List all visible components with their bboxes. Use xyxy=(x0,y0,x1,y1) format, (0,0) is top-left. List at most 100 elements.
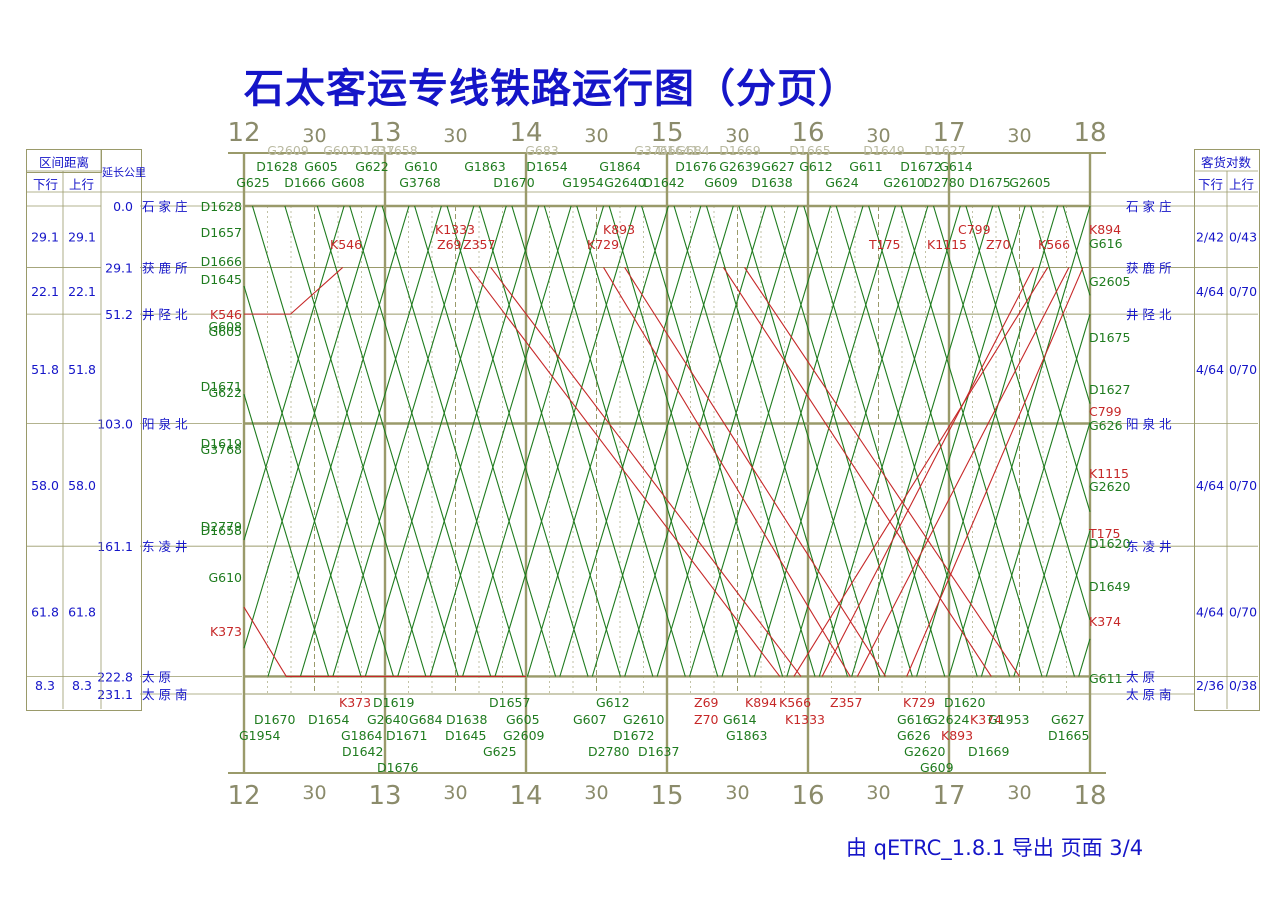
train-label-bottom: G607 xyxy=(573,712,607,727)
train-label-inner: K1333 xyxy=(435,222,475,237)
train-label-top-faded: G3766 xyxy=(634,143,676,158)
train-label-top: D1666 xyxy=(284,175,325,190)
train-label-inner: T175 xyxy=(868,237,901,252)
train-line-up xyxy=(1013,422,1091,677)
train-line-down xyxy=(673,205,816,677)
station-name-right: 阳 泉 北 xyxy=(1126,416,1172,431)
train-line-up xyxy=(883,205,1026,677)
station-name-left: 石 家 庄 xyxy=(142,199,187,214)
train-label-left: D1619 xyxy=(201,436,242,451)
train-label-bottom: G612 xyxy=(596,695,630,710)
down-header: 下行 xyxy=(33,177,59,192)
train-label-top: G624 xyxy=(825,175,859,190)
train-line-up xyxy=(397,205,540,677)
train-label-top-faded: D1637 xyxy=(353,143,394,158)
half-hour-tick-label-top: 30 xyxy=(443,125,467,147)
train-line-down xyxy=(900,205,1043,677)
interval-pairs-up: 0/70 xyxy=(1229,604,1257,619)
train-line-down xyxy=(349,205,492,677)
train-line-down xyxy=(641,205,784,677)
station-name-right: 太 原 南 xyxy=(1126,687,1171,702)
train-line-down xyxy=(608,205,751,677)
train-label-inner: Z357 xyxy=(463,237,495,252)
train-label-top-faded: G607 xyxy=(323,143,357,158)
train-label-right: G626 xyxy=(1089,418,1123,433)
train-label-bottom: G1863 xyxy=(726,728,768,743)
train-label-top: G605 xyxy=(304,159,338,174)
pairs-down-header: 下行 xyxy=(1198,177,1224,192)
interval-pairs-down: 2/36 xyxy=(1196,678,1224,693)
train-label-bottom: K729 xyxy=(903,695,935,710)
hour-tick-label-top: 15 xyxy=(650,118,683,148)
train-label-bottom: G2609 xyxy=(503,728,545,743)
train-label-bottom: D1620 xyxy=(944,695,985,710)
station-name-left: 阳 泉 北 xyxy=(142,416,188,431)
train-label-inner: K546 xyxy=(330,237,362,252)
hour-tick-label-top: 17 xyxy=(932,118,965,148)
train-label-bottom: G684 xyxy=(409,712,443,727)
train-label-top-faded: G2609 xyxy=(267,143,309,158)
train-label-bottom: D1645 xyxy=(445,728,486,743)
half-hour-tick-label-bottom: 30 xyxy=(302,782,326,804)
train-line-up xyxy=(721,205,864,677)
train-label-top-faded: D1658 xyxy=(376,143,417,158)
train-line-down xyxy=(932,205,1076,677)
train-line-up xyxy=(559,205,702,677)
train-label-bottom: G626 xyxy=(897,728,931,743)
train-line-up xyxy=(1078,638,1091,677)
train-line-up xyxy=(786,205,929,677)
train-line-down xyxy=(1062,205,1091,296)
train-line-red-up xyxy=(906,267,1084,677)
train-line-down xyxy=(738,205,881,677)
train-label-left: G3768 xyxy=(201,442,243,457)
half-hour-tick-label-bottom: 30 xyxy=(866,782,890,804)
train-line-down xyxy=(251,205,394,677)
hour-tick-label-top: 18 xyxy=(1073,118,1106,148)
train-label-right: K374 xyxy=(1089,614,1121,629)
half-hour-tick-label-top: 30 xyxy=(302,125,326,147)
train-line-red-down xyxy=(490,267,802,677)
train-label-top: G625 xyxy=(236,175,270,190)
hour-tick-label-bottom: 13 xyxy=(368,781,401,811)
train-label-top: G622 xyxy=(355,159,389,174)
train-label-top-faded: D1641 xyxy=(657,143,698,158)
train-label-inner: K1115 xyxy=(927,237,967,252)
interval-pairs-up: 0/43 xyxy=(1229,230,1257,245)
train-label-top: D1654 xyxy=(526,159,567,174)
train-line-K546 xyxy=(244,267,344,315)
train-line-down xyxy=(316,205,459,677)
interval-pairs-down: 4/64 xyxy=(1196,284,1224,299)
station-name-left: 井 陉 北 xyxy=(142,307,188,322)
interval-down-distance: 8.3 xyxy=(35,678,55,693)
train-line-down xyxy=(803,205,946,677)
interval-up-distance: 8.3 xyxy=(72,678,92,693)
train-label-inner: Z69 xyxy=(437,237,462,252)
train-line-down xyxy=(835,205,978,677)
right-pairs-table: 客货对数 下行 上行 xyxy=(1194,149,1260,711)
train-line-up xyxy=(332,205,475,677)
train-line-up xyxy=(526,205,669,677)
train-label-top-faded: D1649 xyxy=(863,143,904,158)
train-label-right: D1649 xyxy=(1089,579,1130,594)
train-label-left: D1671 xyxy=(201,379,242,394)
hour-tick-label-bottom: 15 xyxy=(650,781,683,811)
train-label-inner: Z70 xyxy=(986,237,1011,252)
train-line-red-down xyxy=(469,267,781,677)
train-lines xyxy=(243,205,1091,678)
half-hour-tick-label-top: 30 xyxy=(584,125,608,147)
station-km-label: 29.1 xyxy=(105,260,133,275)
train-line-up xyxy=(656,205,799,677)
train-line-red-down xyxy=(744,267,1020,677)
train-label-right: D1675 xyxy=(1089,330,1130,345)
train-label-left: D1658 xyxy=(201,523,242,538)
interval-down-distance: 51.8 xyxy=(31,362,59,377)
train-label-bottom: D1619 xyxy=(373,695,414,710)
train-line-down xyxy=(770,205,913,677)
train-line-down xyxy=(1030,205,1091,404)
train-label-bottom: G1864 xyxy=(341,728,383,743)
train-label-left: D2779 xyxy=(201,519,242,534)
train-line-up xyxy=(591,205,734,677)
train-label-left: D1645 xyxy=(201,272,242,287)
train-label-top-faded: D1627 xyxy=(924,143,965,158)
train-line-down xyxy=(543,205,686,677)
